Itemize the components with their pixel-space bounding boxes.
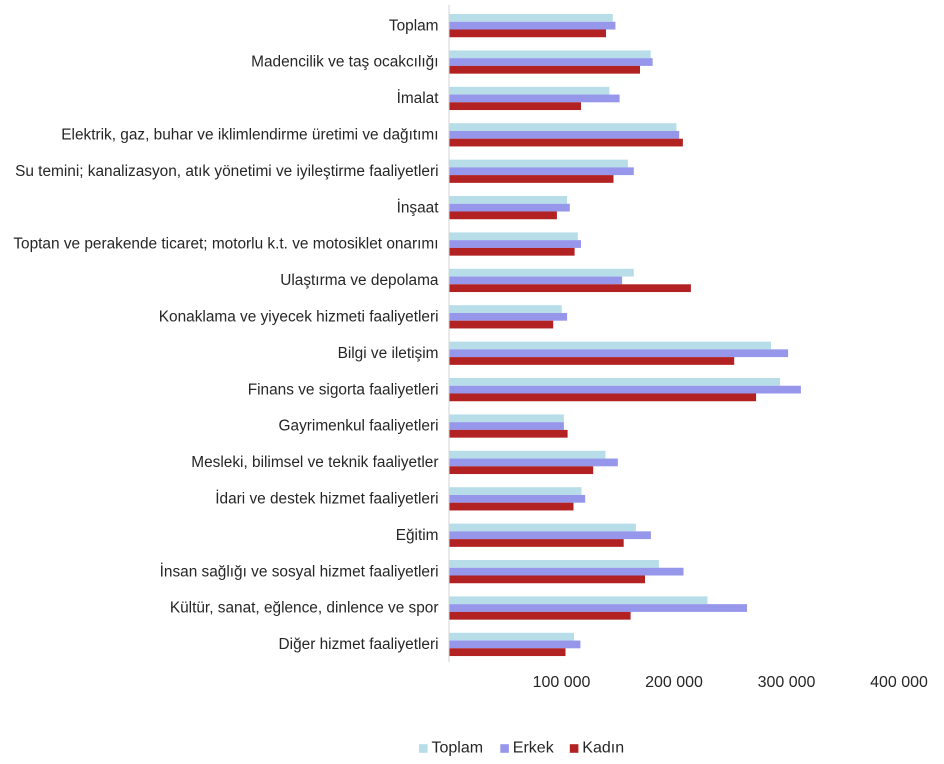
- svg-text:Gayrimenkul faaliyetleri: Gayrimenkul faaliyetleri: [279, 418, 439, 435]
- svg-text:Eğitim: Eğitim: [396, 527, 439, 544]
- svg-text:Elektrik, gaz, buhar ve ikliml: Elektrik, gaz, buhar ve iklimlendirme ür…: [61, 126, 438, 143]
- svg-text:Su temini; kanalizasyon, atık: Su temini; kanalizasyon, atık yönetimi v…: [15, 163, 438, 180]
- svg-text:Bilgi ve iletişim: Bilgi ve iletişim: [338, 345, 439, 362]
- svg-text:Toplam: Toplam: [432, 740, 484, 757]
- svg-text:300 000: 300 000: [758, 674, 816, 691]
- svg-text:İmalat: İmalat: [397, 89, 440, 107]
- svg-text:Erkek: Erkek: [513, 740, 555, 757]
- svg-text:İdari ve destek hizmet faaliye: İdari ve destek hizmet faaliyetleri: [215, 489, 438, 507]
- svg-text:Ulaştırma ve depolama: Ulaştırma ve depolama: [280, 272, 439, 289]
- svg-text:Madencilik ve taş ocakcılığı: Madencilik ve taş ocakcılığı: [251, 54, 438, 71]
- svg-text:100 000: 100 000: [533, 674, 591, 691]
- svg-text:200 000: 200 000: [645, 674, 703, 691]
- svg-text:Kadın: Kadın: [582, 740, 624, 757]
- svg-text:Diğer hizmet faaliyetleri: Diğer hizmet faaliyetleri: [279, 636, 439, 653]
- svg-text:Toplam: Toplam: [389, 17, 439, 34]
- svg-text:Mesleki, bilimsel ve teknik fa: Mesleki, bilimsel ve teknik faaliyetler: [191, 454, 438, 471]
- svg-text:Konaklama ve yiyecek hizmeti f: Konaklama ve yiyecek hizmeti faaliyetler…: [159, 308, 439, 325]
- svg-text:400 000: 400 000: [870, 674, 928, 691]
- svg-text:Toptan ve perakende ticaret; m: Toptan ve perakende ticaret; motorlu k.t…: [13, 236, 438, 253]
- svg-text:Kültür, sanat, eğlence, dinlen: Kültür, sanat, eğlence, dinlence ve spor: [170, 600, 439, 617]
- svg-text:Finans ve sigorta faaliyetleri: Finans ve sigorta faaliyetleri: [248, 381, 439, 398]
- svg-text:İnşaat: İnşaat: [397, 198, 440, 216]
- svg-text:İnsan sağlığı ve sosyal hizmet: İnsan sağlığı ve sosyal hizmet faaliyetl…: [160, 562, 439, 580]
